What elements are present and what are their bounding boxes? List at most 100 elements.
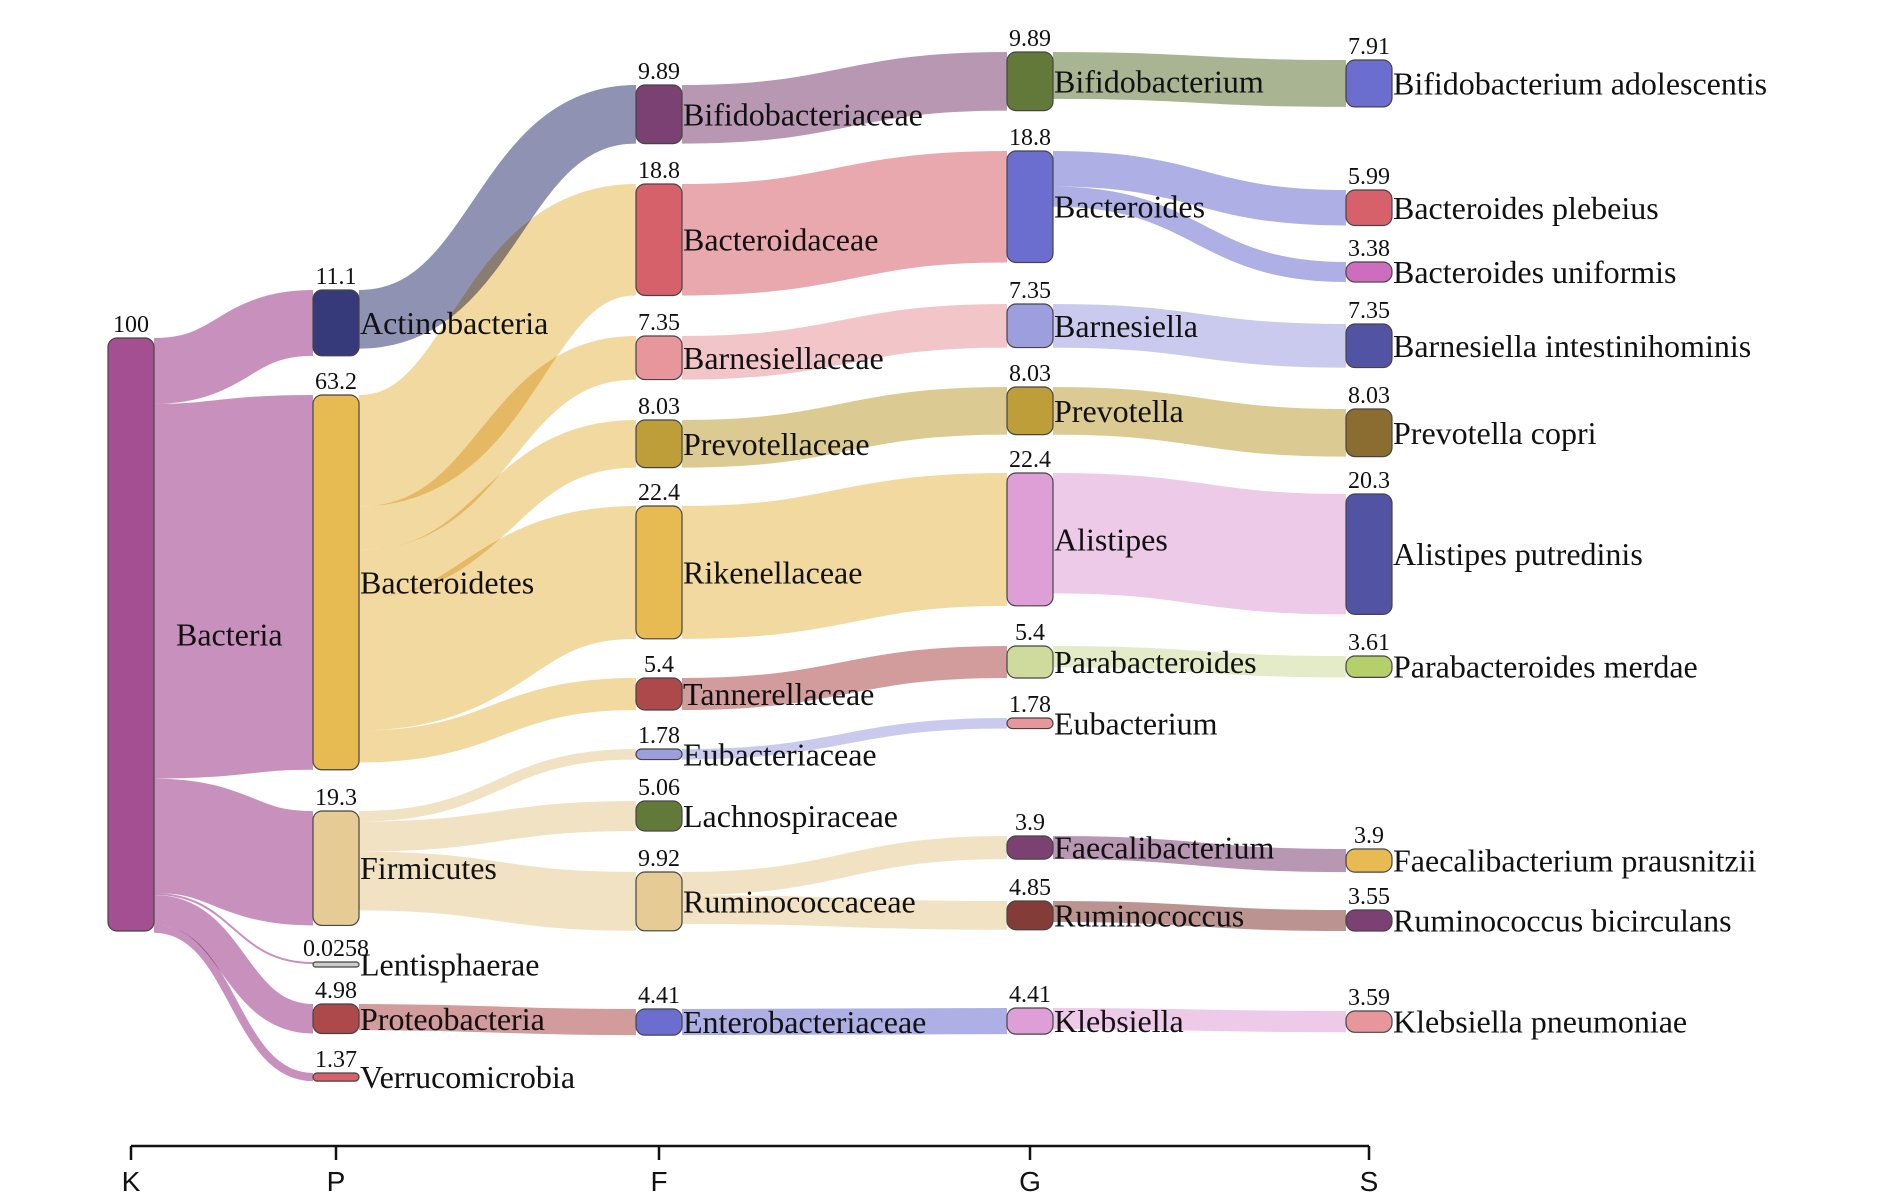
node-label-b_plebeius: Bacteroides plebeius <box>1393 190 1659 226</box>
node-label-bacteria: Bacteria <box>176 617 283 653</box>
value-label-barnesiella: 7.35 <box>1009 278 1051 304</box>
node-label-lachnospiraceae: Lachnospiraceae <box>683 798 898 834</box>
node-label-p_merdae: Parabacteroides merdae <box>1393 649 1698 685</box>
node-label-b_adolescentis: Bifidobacterium adolescentis <box>1393 65 1767 101</box>
value-label-klebsiella: 4.41 <box>1009 982 1051 1008</box>
node-firmicutes[interactable] <box>312 810 360 927</box>
link-parabacteroides-to-p_merdae <box>1052 646 1347 678</box>
node-bacteroidaceae[interactable] <box>635 183 683 297</box>
node-a_putredinis[interactable] <box>1345 493 1393 615</box>
node-b_plebeius[interactable] <box>1345 189 1393 227</box>
node-label-p_copri: Prevotella copri <box>1393 415 1597 451</box>
node-label-lentisphaerae: Lentisphaerae <box>360 947 539 983</box>
value-label-rikenellaceae: 22.4 <box>638 480 680 506</box>
value-label-verrucomicrobia: 1.37 <box>315 1047 357 1073</box>
node-ruminococcaceae[interactable] <box>635 871 683 932</box>
node-k_pneumoniae[interactable] <box>1345 1010 1393 1033</box>
node-label-bacteroidetes: Bacteroidetes <box>360 564 534 600</box>
link-bacteria-to-lentisphaerae <box>153 893 314 964</box>
value-label-f_prausnitzii: 3.9 <box>1354 823 1384 849</box>
node-label-bifidobacterium: Bifidobacterium <box>1054 63 1264 99</box>
value-label-bacteroidaceae: 18.8 <box>638 158 680 184</box>
link-eubacteriaceae-to-eubacterium <box>681 718 1008 760</box>
value-label-b_intestinihominis: 7.35 <box>1348 298 1390 324</box>
node-lentisphaerae[interactable] <box>312 961 360 968</box>
node-barnesiellaceae[interactable] <box>635 335 683 381</box>
node-b_adolescentis[interactable] <box>1345 59 1393 108</box>
node-label-bacteroides: Bacteroides <box>1054 189 1205 225</box>
link-firmicutes-to-eubacteriaceae <box>358 749 637 822</box>
value-label-enterobacteriaceae: 4.41 <box>638 983 680 1009</box>
node-alistipes[interactable] <box>1006 472 1054 607</box>
link-barnesiellaceae-to-barnesiella <box>681 304 1008 380</box>
node-label-ruminococcaceae: Ruminococcaceae <box>683 883 916 919</box>
node-label-firmicutes: Firmicutes <box>360 850 497 886</box>
node-p_merdae[interactable] <box>1345 655 1393 679</box>
link-klebsiella-to-k_pneumoniae <box>1052 1007 1347 1033</box>
value-label-r_bicirculans: 3.55 <box>1348 884 1390 910</box>
link-ruminococcus-to-r_bicirculans <box>1052 901 1347 932</box>
value-label-firmicutes: 19.3 <box>315 785 357 811</box>
link-bacteria-to-verrucomicrobia <box>153 924 314 1082</box>
value-label-prevotella: 8.03 <box>1009 361 1051 387</box>
node-bifidobacteriaceae[interactable] <box>635 84 683 145</box>
node-label-alistipes: Alistipes <box>1054 521 1168 557</box>
node-label-rikenellaceae: Rikenellaceae <box>683 554 862 590</box>
node-enterobacteriaceae[interactable] <box>635 1008 683 1036</box>
node-r_bicirculans[interactable] <box>1345 909 1393 932</box>
node-label-bacteroidaceae: Bacteroidaceae <box>683 222 878 258</box>
value-label-bacteroides: 18.8 <box>1009 125 1051 151</box>
value-label-bifidobacterium: 9.89 <box>1009 26 1051 52</box>
node-eubacteriaceae[interactable] <box>635 748 683 761</box>
node-label-f_prausnitzii: Faecalibacterium prausnitzii <box>1393 843 1757 879</box>
value-label-p_merdae: 3.61 <box>1348 630 1390 656</box>
node-prevotella[interactable] <box>1006 386 1054 436</box>
nodes-layer <box>107 51 1393 1082</box>
node-label-a_putredinis: Alistipes putredinis <box>1393 536 1643 572</box>
link-bacteria-to-firmicutes <box>152 778 315 926</box>
node-parabacteroides[interactable] <box>1006 645 1054 679</box>
node-bacteroides[interactable] <box>1006 150 1054 264</box>
value-label-alistipes: 22.4 <box>1009 447 1051 473</box>
node-tannerellaceae[interactable] <box>635 677 683 711</box>
node-barnesiella[interactable] <box>1006 303 1054 349</box>
node-ruminococcus[interactable] <box>1006 900 1054 931</box>
node-b_intestinihominis[interactable] <box>1345 323 1393 369</box>
node-klebsiella[interactable] <box>1006 1007 1054 1035</box>
node-p_copri[interactable] <box>1345 408 1393 458</box>
node-label-b_intestinihominis: Barnesiella intestinihominis <box>1393 328 1751 364</box>
link-bacteroidetes-to-tannerellaceae <box>358 678 637 763</box>
node-label-barnesiellaceae: Barnesiellaceae <box>683 340 884 376</box>
node-label-ruminococcus: Ruminococcus <box>1054 897 1244 933</box>
node-label-k_pneumoniae: Klebsiella pneumoniae <box>1393 1004 1687 1040</box>
value-label-b_adolescentis: 7.91 <box>1348 34 1390 60</box>
node-actinobacteria[interactable] <box>312 289 360 357</box>
node-f_prausnitzii[interactable] <box>1345 848 1393 873</box>
node-eubacterium[interactable] <box>1006 717 1054 730</box>
node-lachnospiraceae[interactable] <box>635 800 683 832</box>
value-label-b_plebeius: 5.99 <box>1348 164 1390 190</box>
node-label-eubacterium: Eubacterium <box>1054 705 1218 741</box>
node-faecalibacterium[interactable] <box>1006 835 1054 860</box>
link-tannerellaceae-to-parabacteroides <box>681 646 1008 711</box>
node-label-prevotellaceae: Prevotellaceae <box>683 426 870 462</box>
link-bacteroidetes-to-rikenellaceae <box>357 506 638 731</box>
node-b_uniformis[interactable] <box>1345 261 1393 283</box>
link-bacteroidetes-to-prevotellaceae <box>358 420 637 598</box>
link-bacteroidaceae-to-bacteroides <box>681 151 1008 296</box>
node-verrucomicrobia[interactable] <box>312 1072 360 1082</box>
link-firmicutes-to-ruminococcaceae <box>358 851 637 931</box>
value-label-lachnospiraceae: 5.06 <box>638 775 680 801</box>
node-prevotellaceae[interactable] <box>635 419 683 469</box>
node-proteobacteria[interactable] <box>312 1003 360 1035</box>
value-label-barnesiellaceae: 7.35 <box>638 310 680 336</box>
node-bacteroidetes[interactable] <box>312 394 360 771</box>
link-ruminococcaceae-to-faecalibacterium <box>681 835 1008 896</box>
node-rikenellaceae[interactable] <box>635 505 683 640</box>
node-bifidobacterium[interactable] <box>1006 51 1054 112</box>
axis-label-P: P <box>327 1166 346 1197</box>
node-bacteria[interactable] <box>107 337 155 932</box>
value-label-lentisphaerae: 0.0258 <box>303 936 369 962</box>
